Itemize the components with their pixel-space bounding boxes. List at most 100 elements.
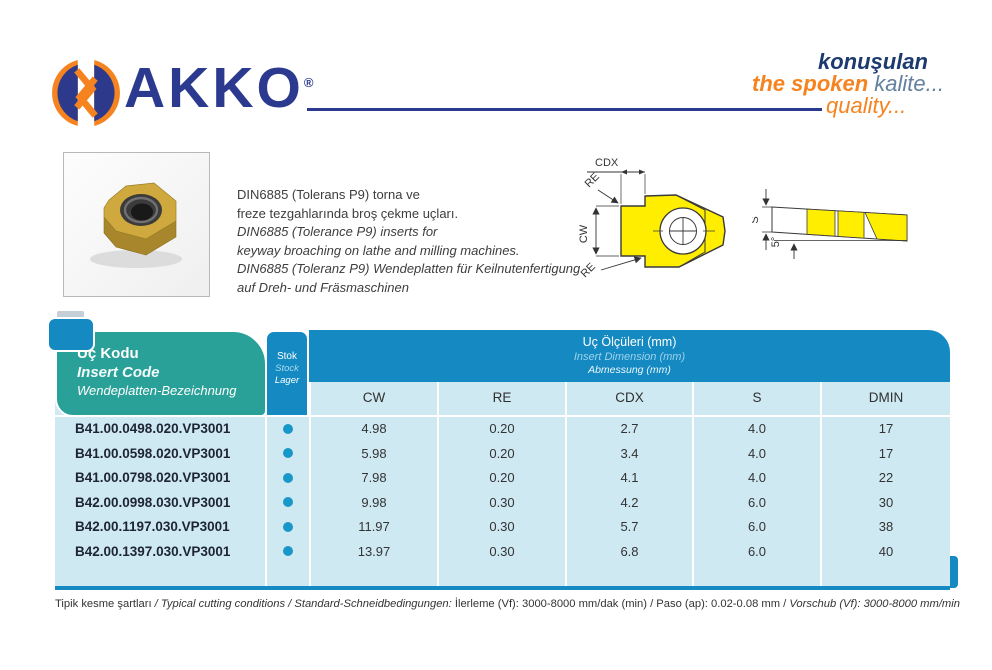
insert-code-header-de: Wendeplatten-Bezeichnung xyxy=(77,383,237,398)
side-view-drawing: S 5° xyxy=(752,189,908,259)
insert-code: B42.00.1197.030.VP3001 xyxy=(75,519,230,534)
column-header-s: S xyxy=(692,382,820,415)
insert-code-header-tr: Uç Kodu xyxy=(77,345,139,362)
stock-header: Stok Stock Lager xyxy=(265,330,309,417)
value-cw: 5.98 xyxy=(309,441,437,466)
header-rule xyxy=(307,108,822,111)
brand-wordmark: AKKO® xyxy=(124,56,314,120)
insert-code: B41.00.0498.020.VP3001 xyxy=(75,421,231,436)
dimension-header-band: Uç Ölçüleri (mm) Insert Dimension (mm) A… xyxy=(309,330,950,382)
tagline-english-bold: the spoken xyxy=(752,71,869,96)
spacer-cell xyxy=(265,564,309,586)
table-footer-spacer xyxy=(55,564,950,586)
value-s: 6.0 xyxy=(692,515,820,540)
stock-dot xyxy=(283,546,293,557)
value-re: 0.30 xyxy=(437,515,565,540)
dim-label-re-top: RE xyxy=(583,171,602,190)
dimension-header-de: Abmessung (mm) xyxy=(588,364,671,376)
spacer-cell xyxy=(820,564,950,586)
value-cw: 13.97 xyxy=(309,539,437,564)
value-cdx: 6.8 xyxy=(565,539,692,564)
table-rows: B41.00.0498.020.VP3001 4.98 0.20 2.7 4.0 17 B4… xyxy=(55,417,950,564)
dimension-header-en: Insert Dimension (mm) xyxy=(573,351,686,363)
akko-logo-icon xyxy=(52,57,120,129)
column-header-cw: CW xyxy=(309,382,437,415)
stock-dot xyxy=(283,497,293,508)
value-cw: 9.98 xyxy=(309,490,437,515)
stock-dot xyxy=(283,521,293,532)
corner-tab xyxy=(47,317,95,352)
tagline-kalite: kalite... xyxy=(874,71,944,96)
column-header-cdx: CDX xyxy=(565,382,692,415)
stock-dot xyxy=(283,472,293,483)
table-bottom-border xyxy=(55,586,950,590)
value-dmin: 22 xyxy=(820,466,950,491)
stock-header-en: Stock xyxy=(275,363,299,374)
value-dmin: 17 xyxy=(820,417,950,442)
description-line: keyway broaching on lathe and milling ma… xyxy=(237,242,520,258)
insert-code: B41.00.0598.020.VP3001 xyxy=(75,445,231,461)
value-dmin: 17 xyxy=(820,441,950,466)
stock-cell xyxy=(265,441,309,466)
value-cdx: 2.7 xyxy=(565,417,692,442)
value-s: 4.0 xyxy=(692,417,820,442)
description-line: DIN6885 (Toleranz P9) Wendeplatten für K… xyxy=(237,261,581,276)
value-cw: 4.98 xyxy=(309,417,437,442)
dim-label-re-bottom: RE xyxy=(579,261,598,280)
insert-code-header-en: Insert Code xyxy=(77,364,160,381)
product-description: DIN6885 (Tolerans P9) torna ve freze tezg… xyxy=(237,186,580,297)
value-dmin: 38 xyxy=(820,515,950,540)
column-header-row: CW RE CDX S DMIN xyxy=(55,382,950,417)
front-view-drawing: CDX RE CW RE xyxy=(578,157,726,280)
cutting-conditions-note: Tipik kesme şartları / Typical cutting c… xyxy=(55,598,985,610)
stock-dot xyxy=(283,423,293,434)
stock-cell xyxy=(265,539,309,564)
value-s: 6.0 xyxy=(692,539,820,564)
column-header-re: RE xyxy=(437,382,565,415)
table-row: B42.00.0998.030.VP3001 9.98 0.30 4.2 6.0 30 xyxy=(55,490,950,515)
value-dmin: 30 xyxy=(820,490,950,515)
footer-segment: / Typical cutting conditions / xyxy=(154,598,295,610)
stock-cell xyxy=(265,515,309,540)
product-photo xyxy=(63,152,210,297)
table-row: B41.00.0798.020.VP3001 7.98 0.20 4.1 4.0 22 xyxy=(55,466,950,491)
value-cw: 11.97 xyxy=(309,515,437,540)
table-row: B41.00.0598.020.VP3001 5.98 0.20 3.4 4.0 17 xyxy=(55,441,950,466)
value-s: 4.0 xyxy=(692,466,820,491)
description-line: auf Dreh- und Fräsmaschinen xyxy=(237,279,409,295)
value-re: 0.30 xyxy=(437,539,565,564)
table-row: B42.00.1397.030.VP3001 13.97 0.30 6.8 6.0 40 xyxy=(55,539,950,564)
value-cdx: 4.2 xyxy=(565,490,692,515)
value-re: 0.30 xyxy=(437,490,565,515)
stock-header-de: Lager xyxy=(274,375,300,386)
value-cdx: 5.7 xyxy=(565,515,692,540)
value-re: 0.20 xyxy=(437,417,565,442)
dimension-header-tr: Uç Ölçüleri (mm) xyxy=(582,335,677,349)
value-cdx: 3.4 xyxy=(565,441,692,466)
dim-label-cw: CW xyxy=(578,224,590,243)
insert-photo-graphic xyxy=(90,182,182,268)
description-line: DIN6885 (Tolerance P9) inserts for xyxy=(237,224,438,239)
stock-cell xyxy=(265,466,309,491)
footer-segment: Tipik kesme şartları xyxy=(55,598,155,610)
stock-cell xyxy=(265,490,309,515)
stock-dot xyxy=(283,448,293,459)
stock-header-tr: Stok xyxy=(276,351,297,362)
tagline-turkish: konuşulan xyxy=(817,49,928,74)
table-row: B42.00.1197.030.VP3001 11.97 0.30 5.7 6.0 38 xyxy=(55,515,950,540)
value-cdx: 4.1 xyxy=(565,466,692,491)
spacer-cell xyxy=(309,564,437,586)
description-line: DIN6885 (Tolerans P9) torna ve xyxy=(237,187,420,202)
footer-segment: İlerleme (Vf): 3000-8000 mm/dak (min) / … xyxy=(451,598,790,610)
spacer-cell xyxy=(55,564,265,586)
value-s: 6.0 xyxy=(692,490,820,515)
spacer-cell xyxy=(692,564,820,586)
insert-code: B42.00.1397.030.VP3001 xyxy=(75,543,231,559)
dim-label-s: S xyxy=(752,216,761,223)
registered-mark: ® xyxy=(303,75,314,90)
dim-label-cdx: CDX xyxy=(595,157,619,169)
value-s: 4.0 xyxy=(692,441,820,466)
footer-segment: Vorschub (Vf): 3000-8000 mm/min xyxy=(789,598,960,610)
spacer-cell xyxy=(437,564,565,586)
